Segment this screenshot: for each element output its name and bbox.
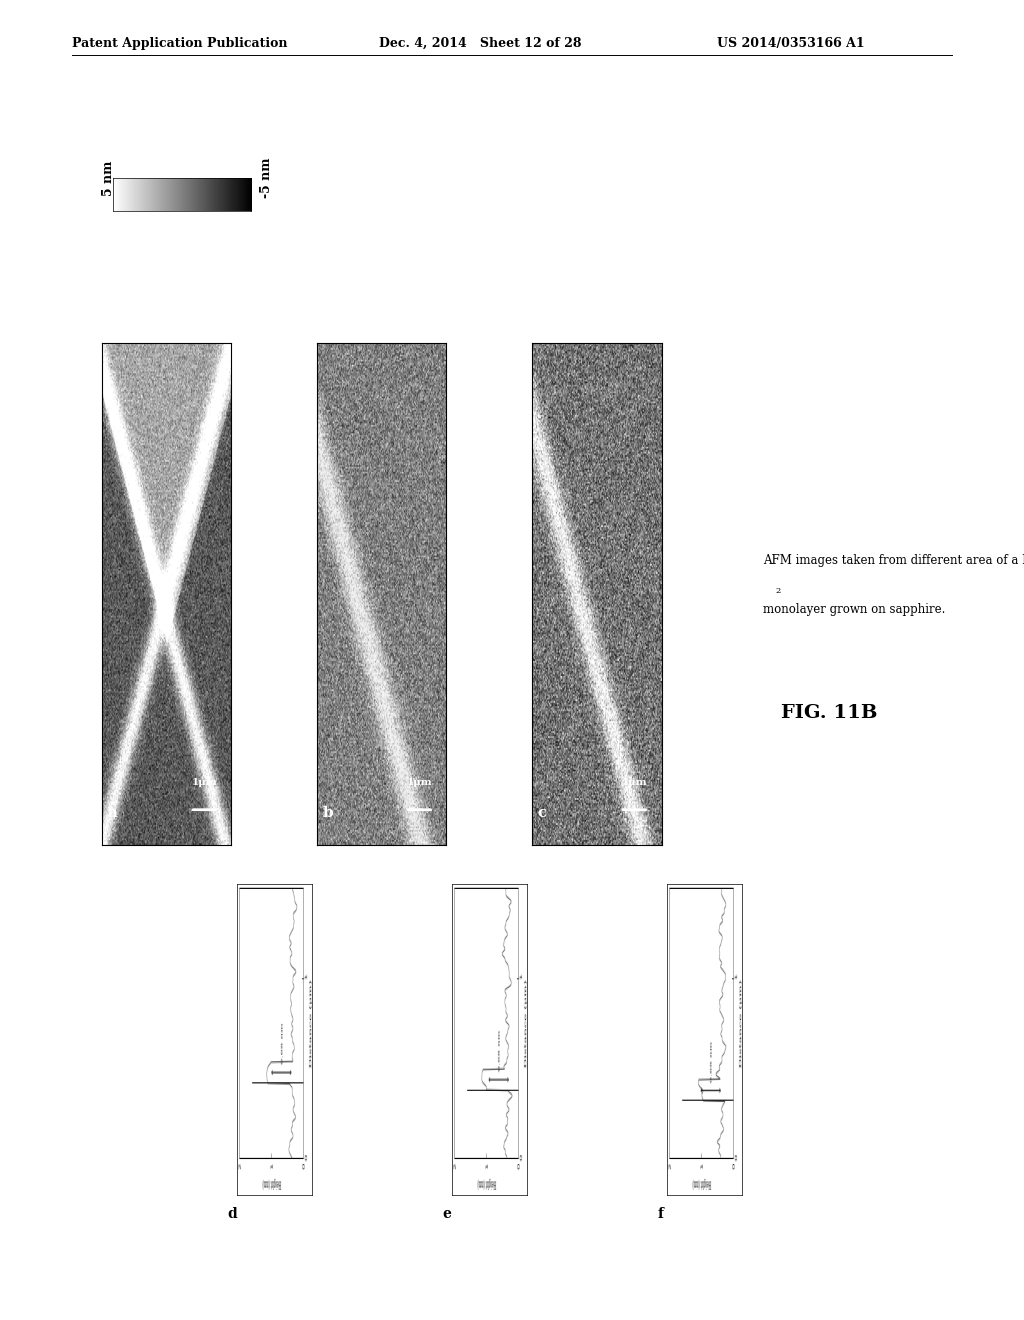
Text: d: d <box>227 1206 238 1221</box>
Text: AFM images taken from different area of a MoS: AFM images taken from different area of … <box>763 554 1024 568</box>
Text: 1μm: 1μm <box>622 777 647 787</box>
Text: -5 nm: -5 nm <box>260 158 272 198</box>
Text: 1μm: 1μm <box>407 777 432 787</box>
Text: FIG. 11B: FIG. 11B <box>781 704 878 722</box>
Text: 5 nm: 5 nm <box>102 161 115 195</box>
Text: a: a <box>108 805 118 820</box>
Text: 2: 2 <box>775 587 780 595</box>
Text: Patent Application Publication: Patent Application Publication <box>72 37 287 50</box>
Text: US 2014/0353166 A1: US 2014/0353166 A1 <box>717 37 864 50</box>
Text: f: f <box>657 1206 664 1221</box>
Text: Dec. 4, 2014   Sheet 12 of 28: Dec. 4, 2014 Sheet 12 of 28 <box>379 37 582 50</box>
Text: e: e <box>442 1206 452 1221</box>
Text: b: b <box>323 805 333 820</box>
Text: c: c <box>538 805 547 820</box>
Text: 1μm: 1μm <box>191 777 217 787</box>
Text: monolayer grown on sapphire.: monolayer grown on sapphire. <box>763 603 945 616</box>
